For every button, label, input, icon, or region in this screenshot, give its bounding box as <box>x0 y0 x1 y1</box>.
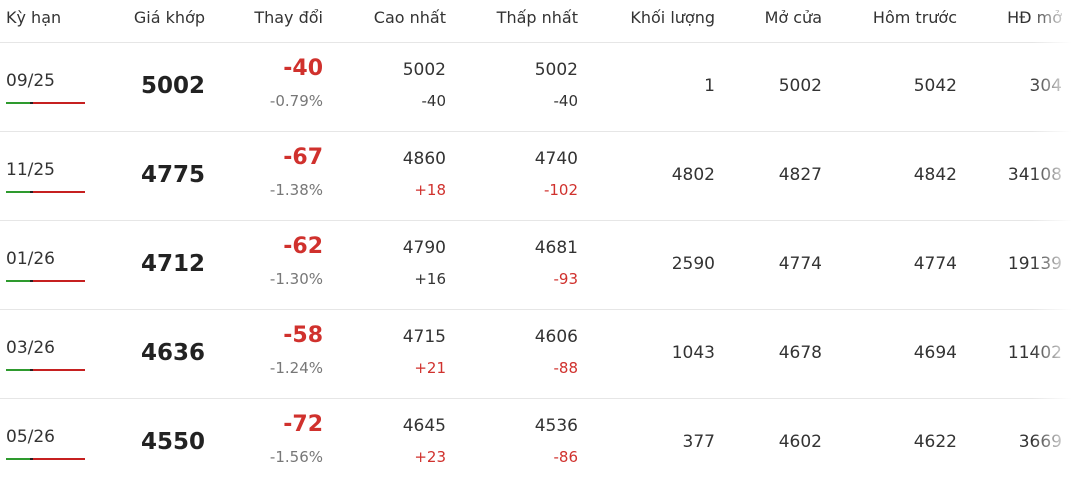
high: 4860 <box>402 149 446 169</box>
column-header: Hôm trước <box>872 8 957 27</box>
table-row: 01/26 4712 -62 -1.30% 4790 +16 4681 -93 2590 4774… <box>0 221 1072 310</box>
table-row: 03/26 4636 -58 -1.24% 4715 +21 4606 -88 1043 4678… <box>0 310 1072 399</box>
volume: 1043 <box>671 343 715 363</box>
change-pct: -1.30% <box>269 270 323 288</box>
change-pct: -1.38% <box>269 181 323 199</box>
high: 4790 <box>402 238 446 258</box>
prev: 4842 <box>913 165 957 185</box>
volume: 1 <box>704 76 715 96</box>
term-bar <box>6 458 85 460</box>
change: -62 <box>283 234 323 259</box>
column-header: Mở cửa <box>764 8 822 27</box>
low: 5002 <box>534 60 578 80</box>
term: 05/26 <box>6 427 55 447</box>
change: -58 <box>283 323 323 348</box>
term: 09/25 <box>6 71 55 91</box>
change: -40 <box>283 56 323 81</box>
term-bar <box>6 102 85 104</box>
table-row: 09/25 5002 -40 -0.79% 5002 -40 5002 -40 1 5002 504… <box>0 43 1072 132</box>
price: 4712 <box>140 251 205 277</box>
high-change: +23 <box>414 448 446 466</box>
high-change: +21 <box>414 359 446 377</box>
volume: 4802 <box>671 165 715 185</box>
low-change: -40 <box>553 92 579 110</box>
low-change: -102 <box>543 181 578 199</box>
column-header: Thay đổi <box>254 8 323 27</box>
column-header: Khối lượng <box>630 8 715 27</box>
low: 4681 <box>534 238 578 258</box>
term: 11/25 <box>6 160 55 180</box>
table-row: 05/26 4550 -72 -1.56% 4645 +23 4536 -86 377 4602 4… <box>0 399 1072 479</box>
low-change: -88 <box>553 359 579 377</box>
term: 01/26 <box>6 249 55 269</box>
price: 4550 <box>140 429 205 455</box>
change-pct: -1.56% <box>269 448 323 466</box>
open: 4678 <box>778 343 822 363</box>
low: 4606 <box>534 327 578 347</box>
high-change: +18 <box>414 181 446 199</box>
change: -67 <box>283 145 323 170</box>
column-header: Giá khớp <box>133 8 205 27</box>
column-header: Kỳ hạn <box>6 8 62 27</box>
low-change: -86 <box>553 448 579 466</box>
term-bar <box>6 280 85 282</box>
high: 5002 <box>402 60 446 80</box>
term-bar <box>6 369 85 371</box>
volume: 377 <box>682 432 715 452</box>
prev: 4774 <box>913 254 957 274</box>
change-pct: -0.79% <box>269 92 323 110</box>
open: 5002 <box>778 76 822 96</box>
high-change: -40 <box>421 92 447 110</box>
low-change: -93 <box>553 270 579 288</box>
column-header: Cao nhất <box>373 8 446 27</box>
prev: 5042 <box>913 76 957 96</box>
low: 4740 <box>534 149 578 169</box>
low: 4536 <box>534 416 578 436</box>
change: -72 <box>283 412 323 437</box>
high: 4715 <box>402 327 446 347</box>
open: 4827 <box>778 165 822 185</box>
term: 03/26 <box>6 338 55 358</box>
high: 4645 <box>402 416 446 436</box>
term-bar <box>6 191 85 193</box>
table-row: 11/25 4775 -67 -1.38% 4860 +18 4740 -102 4802 482… <box>0 132 1072 221</box>
column-header: Thấp nhất <box>496 8 578 27</box>
open: 4602 <box>778 432 822 452</box>
header-row: Kỳ hạn Giá khớp Thay đổi Cao nhất Thấp nhất K… <box>0 0 1072 43</box>
price: 4775 <box>140 162 205 188</box>
prev: 4622 <box>913 432 957 452</box>
change-pct: -1.24% <box>269 359 323 377</box>
prev: 4694 <box>913 343 957 363</box>
high-change: +16 <box>414 270 446 288</box>
price: 5002 <box>140 73 205 99</box>
price: 4636 <box>140 340 205 366</box>
fade-overlay <box>1032 0 1072 479</box>
open: 4774 <box>778 254 822 274</box>
volume: 2590 <box>671 254 715 274</box>
